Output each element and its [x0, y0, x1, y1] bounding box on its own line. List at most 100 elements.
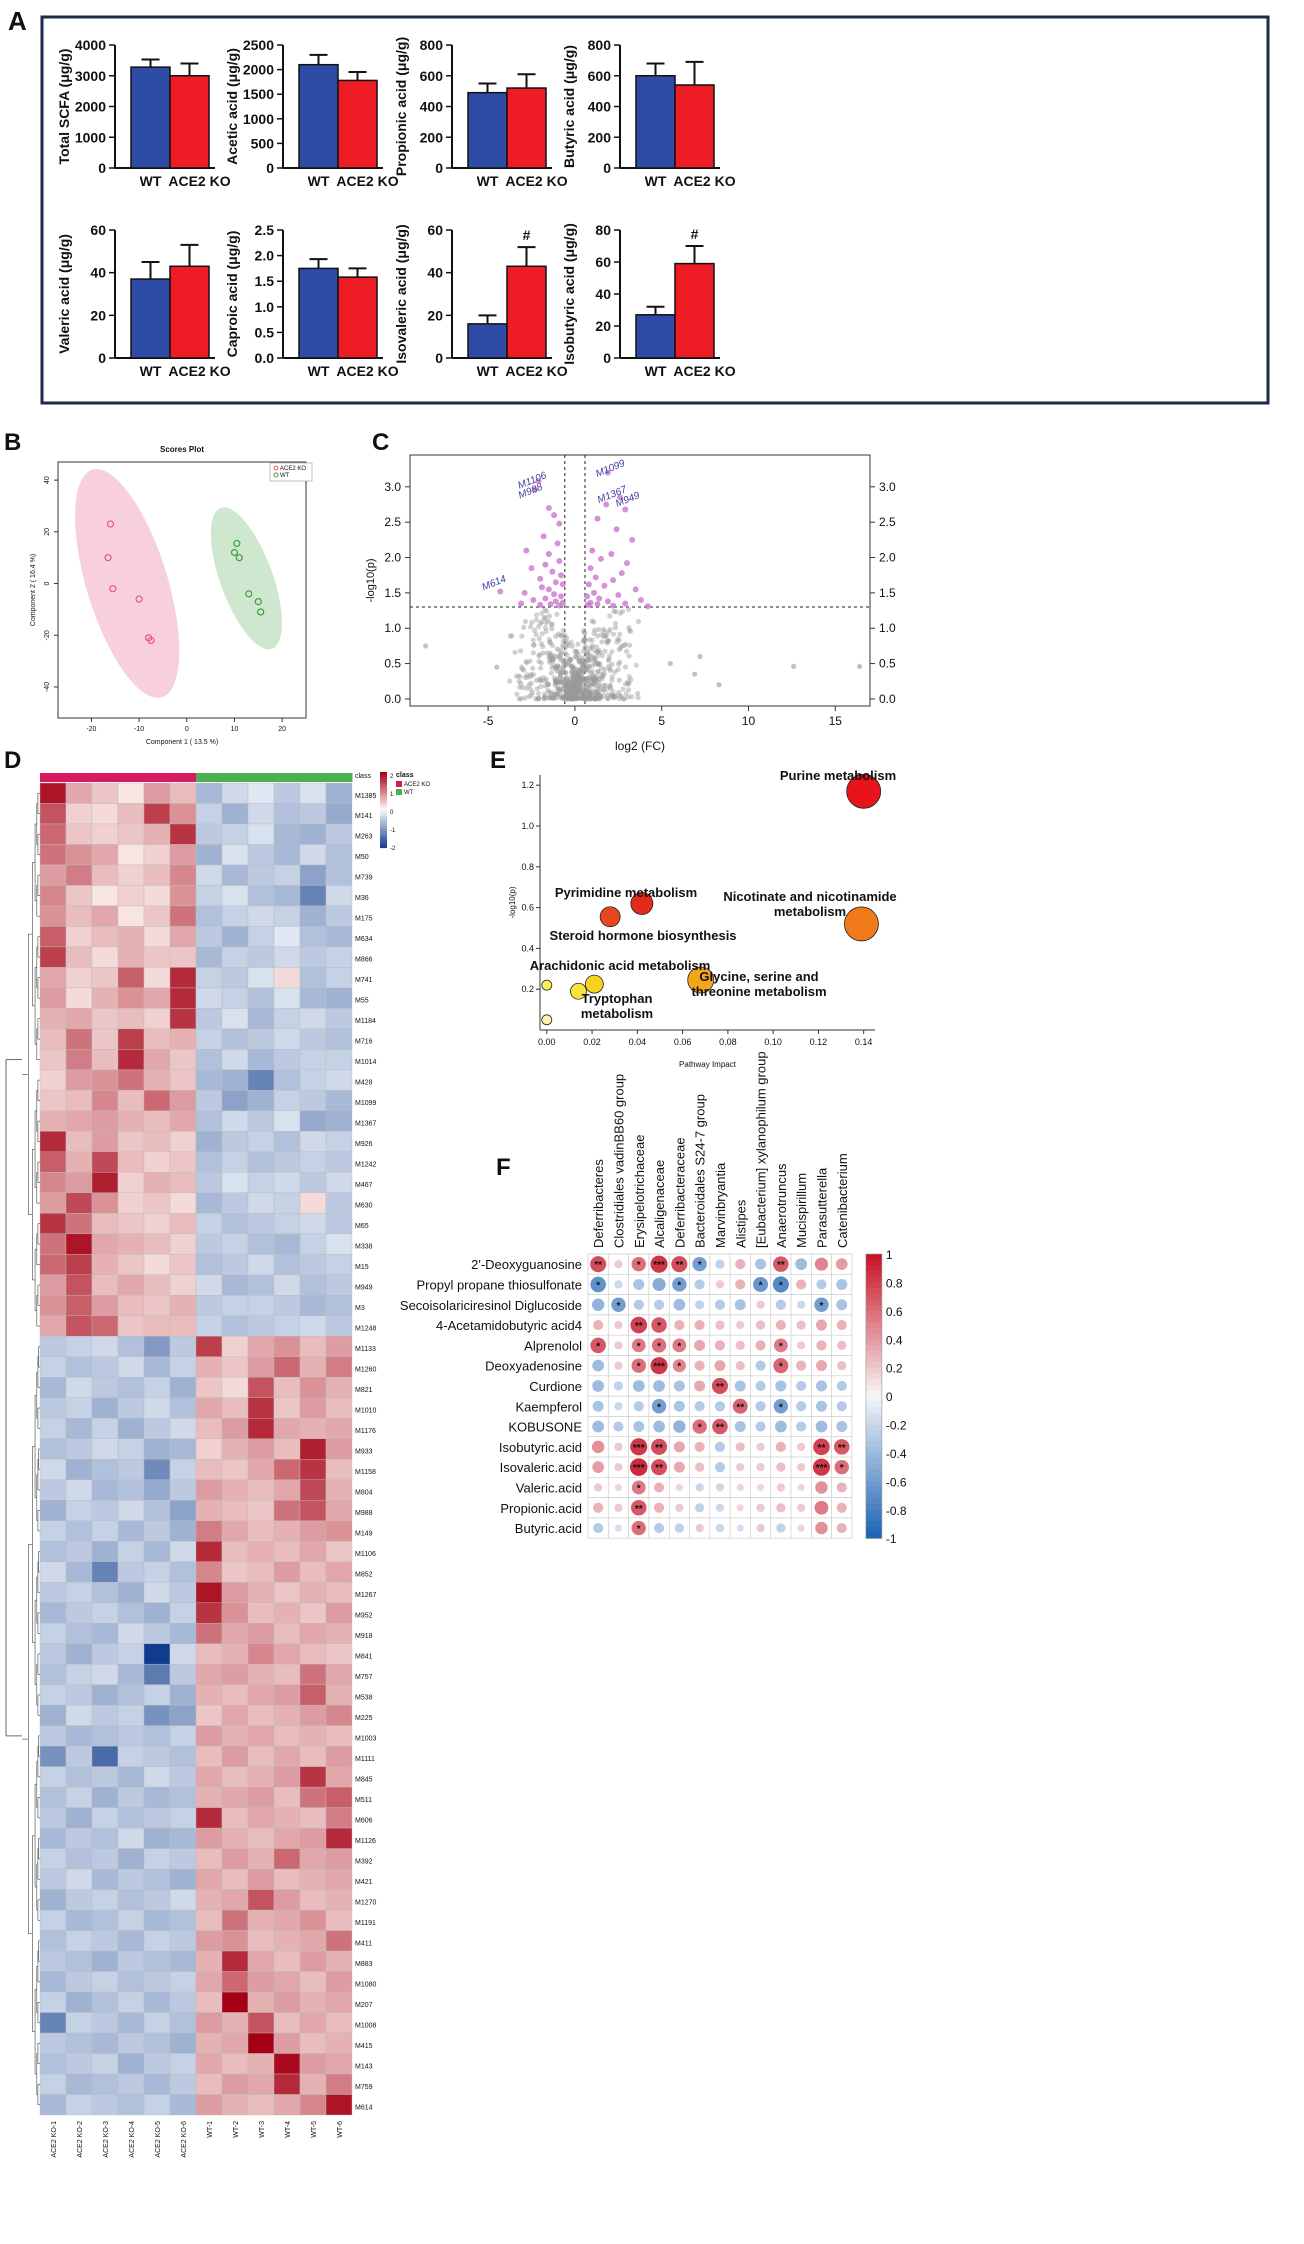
volcano-point-ns — [560, 679, 566, 685]
correlation-circle — [816, 1279, 827, 1290]
heatmap-cell — [39, 1213, 67, 1235]
color-scale-step — [380, 844, 387, 847]
heatmap-cell — [169, 967, 197, 989]
significance-stars: * — [840, 1463, 844, 1474]
significance-stars: *** — [653, 1260, 665, 1271]
heatmap-cell — [143, 1950, 171, 1972]
volcano-point-ns — [579, 665, 585, 671]
y-tick-label: 20 — [595, 318, 611, 334]
volcano-point-ns — [578, 679, 585, 685]
heatmap-cell — [143, 1848, 171, 1870]
heatmap-cell — [221, 1602, 249, 1624]
heatmap-cell — [169, 1397, 197, 1419]
heatmap-cell — [117, 1049, 145, 1071]
heatmap-cell — [39, 885, 67, 907]
pathway-label: Purine metabolism — [780, 768, 896, 783]
row-label: Propionic.acid — [500, 1501, 582, 1516]
heatmap-cell — [117, 2073, 145, 2095]
volcano-point-significant — [545, 586, 552, 593]
volcano-point-ns — [576, 684, 582, 690]
volcano-point-ns — [567, 657, 574, 663]
volcano-point-ns — [576, 687, 582, 693]
correlation-circle — [650, 1357, 668, 1375]
y-tick-label: 2.0 — [255, 248, 275, 264]
volcano-point-ns — [594, 686, 601, 692]
significance-stars: * — [657, 1402, 661, 1413]
volcano-point-ns — [547, 650, 553, 656]
color-scale-step — [380, 830, 387, 833]
heatmap-cell — [221, 1295, 249, 1317]
color-scale-label: 2 — [390, 774, 394, 780]
volcano-point-significant — [528, 565, 535, 572]
volcano-point-ns — [585, 653, 591, 659]
heatmap-cell — [273, 823, 301, 845]
heatmap-cell — [299, 2053, 327, 2075]
significance-stars: ** — [635, 1321, 643, 1332]
volcano-point-ns — [551, 691, 557, 698]
heatmap-cell — [273, 1459, 301, 1480]
volcano-point-ns — [556, 647, 563, 653]
heatmap-cell — [221, 2073, 249, 2095]
heatmap-cell — [143, 1008, 171, 1030]
heatmap-cell — [273, 1643, 301, 1665]
volcano-point-ns — [589, 693, 595, 699]
heatmap-cell — [195, 864, 223, 886]
heatmap-cell — [143, 2032, 171, 2054]
heatmap-cell — [221, 1889, 249, 1911]
confidence-ellipse-wt — [210, 507, 282, 650]
volcano-point-ns — [571, 683, 577, 690]
correlation-circle — [631, 1358, 646, 1373]
heatmap-cell — [169, 1377, 197, 1398]
column-label: ACE2 KO-5 — [155, 2121, 162, 2158]
heatmap-cell — [273, 1541, 301, 1562]
color-scale-step — [865, 1276, 882, 1284]
volcano-point-ns — [576, 668, 582, 674]
pathway-bubble — [846, 773, 882, 809]
volcano-point-ns — [575, 681, 581, 687]
color-scale-step — [865, 1487, 882, 1494]
volcano-point-ns — [541, 674, 547, 681]
volcano-point-ns — [563, 680, 569, 686]
legend-swatch — [396, 781, 402, 787]
volcano-point-ns — [586, 664, 592, 670]
column-label: WT-2 — [233, 2121, 240, 2138]
volcano-point-ns — [574, 684, 580, 690]
heatmap-cell — [195, 1438, 223, 1460]
correlation-circle — [592, 1400, 604, 1412]
volcano-point-ns — [548, 622, 554, 628]
volcano-point-ns — [615, 636, 621, 642]
volcano-point-ns — [560, 638, 566, 644]
volcano-point-ns — [581, 663, 587, 669]
heatmap-cell — [325, 1684, 353, 1706]
volcano-point-significant — [559, 581, 566, 588]
heatmap-cell — [221, 1520, 249, 1542]
y-tick-label: 4000 — [75, 37, 106, 53]
volcano-point-ns — [590, 680, 596, 686]
heatmap-cell — [65, 1971, 93, 1993]
heatmap-cell — [65, 1909, 93, 1931]
volcano-point-ns — [573, 693, 579, 699]
heatmap-cell — [169, 1786, 197, 1808]
volcano-point-ns — [592, 696, 599, 702]
y-tick-label: 0 — [98, 160, 106, 176]
heatmap-cell — [91, 1356, 119, 1378]
heatmap-cell — [195, 1889, 223, 1911]
volcano-point-ns — [544, 650, 550, 656]
heatmap-cell — [299, 1295, 327, 1317]
heatmap-cell — [117, 1479, 145, 1501]
heatmap-cell — [39, 1500, 67, 1521]
correlation-circle — [836, 1278, 848, 1290]
heatmap-cell — [117, 1971, 145, 1993]
heatmap-cell — [65, 1500, 93, 1521]
heatmap-cell — [195, 1561, 223, 1583]
volcano-point-ns — [547, 659, 553, 666]
row-label: Isovaleric.acid — [500, 1460, 582, 1475]
color-scale-step — [865, 1390, 882, 1397]
volcano-point-ns — [560, 627, 566, 633]
volcano-point-ns — [581, 691, 587, 698]
correlation-circle — [591, 1298, 605, 1311]
heatmap-cell — [325, 1868, 353, 1890]
correlation-circle — [715, 1280, 725, 1289]
